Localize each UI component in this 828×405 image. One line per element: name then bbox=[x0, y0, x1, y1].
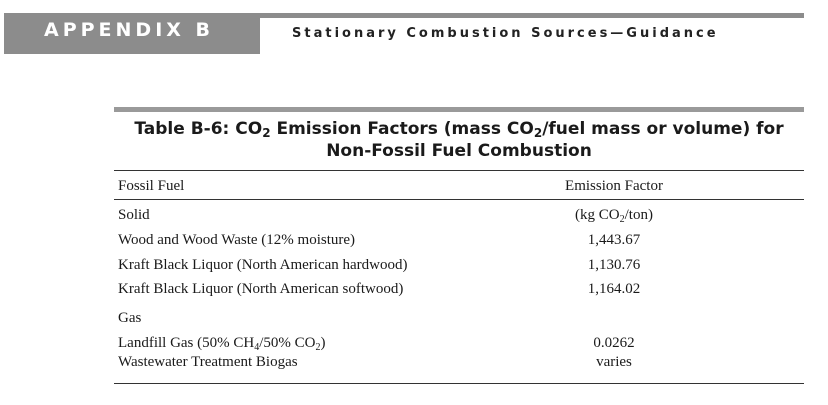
section-heading-gas: Gas bbox=[118, 310, 142, 326]
column-header-factor: Emission Factor bbox=[565, 178, 663, 194]
table-rule-header bbox=[114, 199, 804, 200]
table-row-factor: varies bbox=[596, 354, 632, 370]
table-row-fuel: Kraft Black Liquor (North American hardw… bbox=[118, 257, 408, 273]
running-head: Stationary Combustion Sources—Guidance bbox=[292, 26, 719, 41]
appendix-label: APPENDIX B bbox=[44, 19, 215, 41]
table-row-fuel-landfill: Landfill Gas (50% CH4/50% CO2) bbox=[118, 335, 326, 353]
appendix-tab: APPENDIX B bbox=[4, 13, 260, 54]
table-top-rule bbox=[114, 107, 804, 112]
table-row-factor: 1,443.67 bbox=[587, 232, 641, 248]
table-row-fuel: Wood and Wood Waste (12% moisture) bbox=[118, 232, 356, 248]
table-rule-bottom bbox=[114, 383, 804, 384]
table-row-fuel: Kraft Black Liquor (North American softw… bbox=[118, 281, 404, 297]
table-row-factor: 1,130.76 bbox=[587, 257, 641, 273]
table-title: Table B-6: CO2 Emission Factors (mass CO… bbox=[134, 119, 784, 161]
column-header-fuel: Fossil Fuel bbox=[118, 178, 185, 194]
table-row-factor: 0.0262 bbox=[593, 335, 635, 351]
table-row-factor: 1,164.02 bbox=[587, 281, 641, 297]
section-heading-solid: Solid bbox=[118, 207, 150, 223]
header-rule bbox=[260, 13, 804, 18]
solid-unit: (kg CO2/ton) bbox=[575, 207, 653, 225]
table-rule-top bbox=[114, 170, 804, 171]
table-row-fuel: Wastewater Treatment Biogas bbox=[118, 354, 298, 370]
